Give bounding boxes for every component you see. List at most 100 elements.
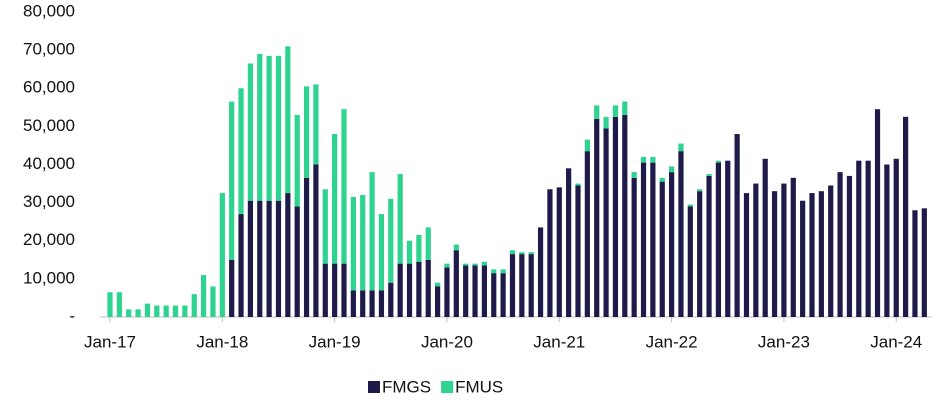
bar-segment [697, 191, 703, 317]
bar-segment [491, 273, 497, 317]
x-tick-label: Jan-19 [309, 332, 361, 351]
bar-segment [369, 172, 375, 291]
bar-segment [116, 292, 122, 317]
bar-segment [182, 305, 188, 317]
y-tick-label: 70,000 [23, 40, 75, 59]
y-tick-label: 60,000 [23, 78, 75, 97]
bar-segment [762, 158, 768, 317]
bar-segment [332, 134, 338, 264]
bar-segment [322, 263, 328, 317]
bar-segment [781, 183, 787, 317]
bar-segment [313, 164, 319, 317]
bar-segment [678, 151, 684, 317]
bar-segment [725, 160, 731, 317]
bar-segment [350, 196, 356, 291]
bar-segment [818, 191, 824, 317]
bar-segment [425, 259, 431, 317]
bar-segment [126, 309, 132, 317]
bar-segment [341, 263, 347, 317]
x-tick-label: Jan-23 [758, 332, 810, 351]
bar-segment [229, 259, 235, 317]
bar-segment [360, 195, 366, 291]
bar-segment [715, 160, 721, 163]
x-tick-label: Jan-17 [84, 332, 136, 351]
x-tick-label: Jan-21 [533, 332, 585, 351]
bar-segment [247, 200, 253, 317]
bar-segment [903, 116, 909, 317]
bar-segment [631, 172, 637, 178]
bar-segment [612, 105, 619, 117]
bar-segment [406, 263, 413, 317]
bar-segment [378, 214, 385, 291]
bar-segment [144, 303, 151, 317]
bar-segment [566, 168, 572, 317]
bar-segment [790, 177, 796, 317]
bar-segment [687, 206, 693, 317]
bar-segment [509, 254, 516, 317]
bar-segment [846, 175, 853, 317]
bar-segment [341, 109, 347, 264]
bar-segment [612, 116, 619, 317]
bar-segment [669, 172, 675, 317]
bar-segment [247, 63, 253, 201]
bar-segment [874, 109, 881, 317]
y-tick-label: 40,000 [23, 154, 75, 173]
bar-segment [229, 101, 235, 260]
bar-segment [275, 55, 282, 201]
bar-segment [350, 290, 356, 317]
bar-segment [463, 265, 469, 317]
bar-segment [884, 164, 890, 317]
bar-segment [771, 191, 778, 317]
bar-segment [322, 189, 328, 264]
bar-segment [397, 263, 403, 317]
bar-segment [472, 265, 478, 317]
bar-segment [163, 305, 169, 317]
bar-segment [332, 263, 338, 317]
bar-segment [537, 227, 544, 317]
x-tick-label: Jan-22 [646, 332, 698, 351]
bar-segment [893, 158, 899, 317]
bar-segment [360, 290, 366, 317]
bar-segment [154, 305, 160, 317]
bar-segment [809, 193, 815, 317]
bar-segment [444, 267, 450, 317]
bar-segment [519, 252, 525, 255]
bar-segment [828, 185, 834, 317]
bar-segment [294, 206, 300, 317]
bar-segment [622, 114, 628, 317]
bar-segment [453, 250, 459, 317]
bar-segment [547, 189, 553, 317]
bar-segment [837, 172, 843, 317]
bar-segment [238, 88, 244, 215]
bar-segment [734, 134, 740, 317]
x-tick-label: Jan-24 [870, 332, 922, 351]
bar-segment [435, 282, 441, 287]
bar-segment [594, 118, 600, 317]
y-tick-label: 20,000 [23, 230, 75, 249]
bar-segment [706, 175, 712, 317]
bar-segment [575, 185, 581, 317]
bar-segment [678, 143, 684, 152]
y-tick-label: 80,000 [23, 1, 75, 20]
bar-segment [397, 174, 403, 264]
bar-segment [594, 105, 600, 119]
bar-segment [622, 101, 628, 115]
bar-segment [659, 181, 665, 317]
bar-segment [285, 46, 291, 194]
bar-segment [697, 189, 703, 192]
bar-segment [201, 275, 207, 317]
legend-label: FMGS [382, 377, 431, 396]
bar-segment [313, 84, 319, 165]
bar-segment [650, 162, 656, 317]
bar-segment [603, 116, 609, 129]
bar-segment [556, 187, 562, 317]
legend-label: FMUS [455, 377, 503, 396]
bar-segment [107, 292, 113, 317]
bar-segment [425, 227, 431, 260]
bar-segment [257, 53, 263, 201]
bar-segment [800, 200, 806, 317]
x-tick-label: Jan-20 [421, 332, 473, 351]
bar-segment [921, 208, 927, 317]
bar-segment [640, 156, 647, 163]
